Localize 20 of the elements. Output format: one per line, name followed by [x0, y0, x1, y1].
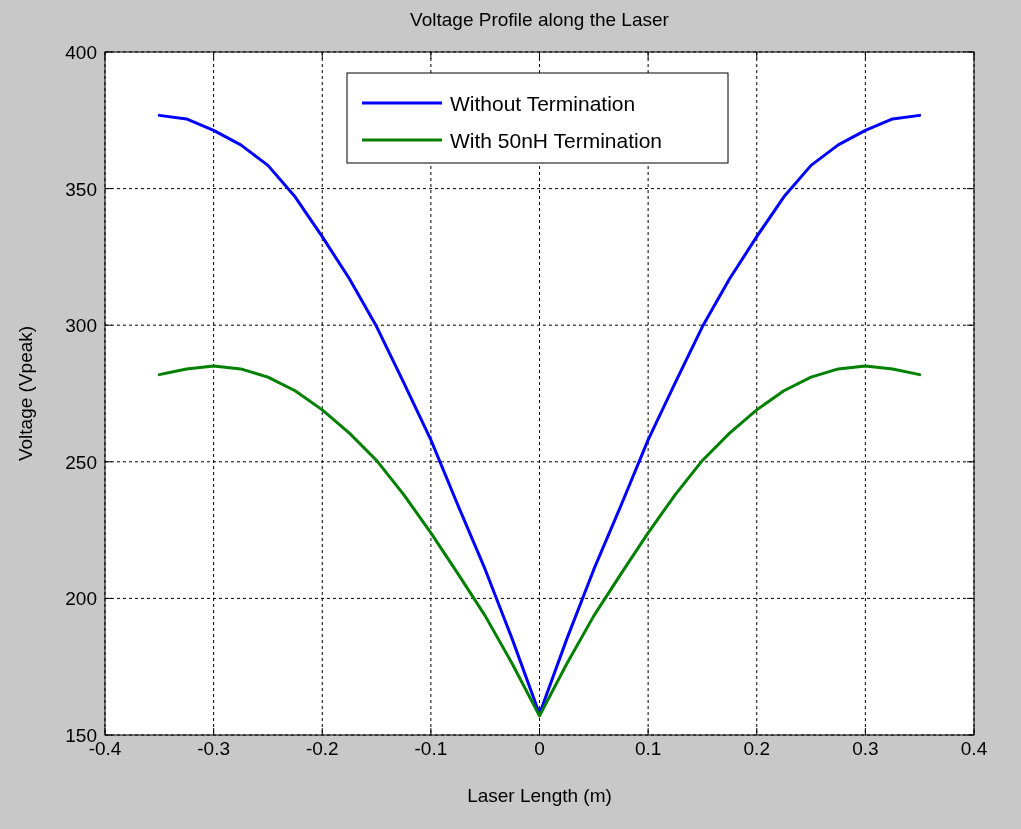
legend-label: With 50nH Termination — [450, 129, 663, 152]
y-tick-label: 250 — [65, 451, 97, 473]
line-series — [157, 364, 922, 718]
y-tick-label: 400 — [65, 42, 97, 63]
x-tick-label: 0.4 — [960, 738, 988, 759]
y-tick-label: 200 — [65, 588, 97, 610]
x-tick-label: -0.1 — [414, 738, 448, 759]
x-tick-label: -0.2 — [305, 738, 339, 759]
line-series — [157, 113, 922, 716]
x-tick-label: 0.3 — [852, 738, 879, 759]
chart-title: Voltage Profile along the Laser — [410, 9, 670, 30]
x-tick-label: 0.2 — [743, 738, 770, 759]
x-tick-label: 0 — [534, 738, 545, 759]
x-axis-title: Laser Length (m) — [467, 785, 612, 806]
y-tick-label: 300 — [65, 315, 97, 337]
x-tick-label: -0.3 — [197, 738, 230, 759]
x-tick-label: 0.1 — [634, 738, 662, 759]
y-axis-title: Voltage (Vpeak) — [15, 325, 36, 462]
legend-label: Without Termination — [450, 92, 636, 115]
y-tick-label: 350 — [65, 178, 97, 200]
